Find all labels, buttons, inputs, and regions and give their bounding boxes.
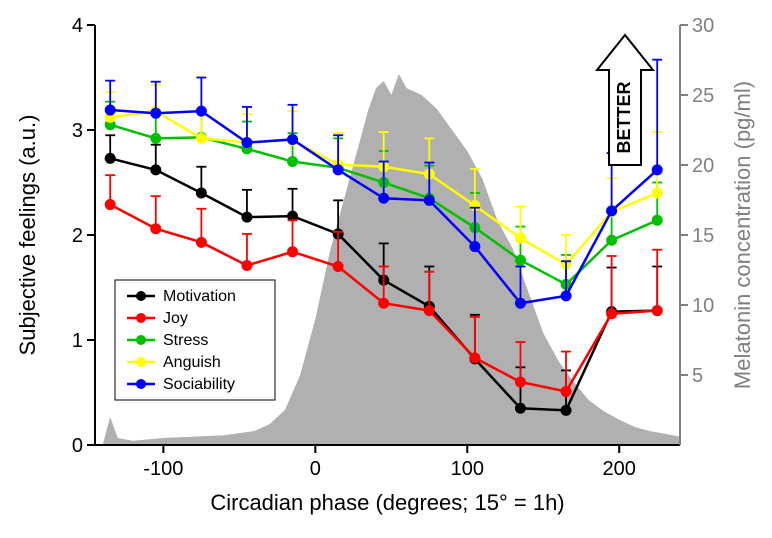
series-marker bbox=[288, 247, 298, 257]
legend-label: Stress bbox=[163, 332, 208, 349]
y-right-tick-label: 25 bbox=[692, 85, 714, 107]
series-marker bbox=[196, 133, 206, 143]
x-label: Circadian phase (degrees; 15° = 1h) bbox=[210, 490, 564, 515]
legend-swatch-marker bbox=[136, 379, 146, 389]
series-marker bbox=[333, 165, 343, 175]
y-left-tick-label: 2 bbox=[72, 225, 83, 247]
series-marker bbox=[515, 255, 525, 265]
chart-svg: 0 1 2 3 4 5 10 15 20 25 30 -100 0 100 200 BETTER Motivat… bbox=[0, 0, 772, 538]
series-marker bbox=[151, 108, 161, 118]
chart-container: 0 1 2 3 4 5 10 15 20 25 30 -100 0 100 200 BETTER Motivat… bbox=[0, 0, 772, 538]
series-marker bbox=[652, 165, 662, 175]
series-marker bbox=[288, 134, 298, 144]
series-marker bbox=[652, 215, 662, 225]
y-right-label: Melatonin concentration (pg/ml) bbox=[730, 81, 755, 389]
legend-swatch-marker bbox=[136, 313, 146, 323]
series-marker bbox=[105, 105, 115, 115]
series-marker bbox=[151, 165, 161, 175]
legend-swatch-marker bbox=[136, 335, 146, 345]
series-marker bbox=[607, 309, 617, 319]
legend-label: Joy bbox=[163, 310, 188, 327]
series-marker bbox=[561, 405, 571, 415]
legend-label: Anguish bbox=[163, 354, 221, 371]
y-right-tick-label: 20 bbox=[692, 155, 714, 177]
series-marker bbox=[652, 306, 662, 316]
y-left-tick-label: 0 bbox=[72, 435, 83, 457]
series-marker bbox=[196, 106, 206, 116]
legend-label: Sociability bbox=[163, 376, 235, 393]
y-left-tick-label: 4 bbox=[72, 15, 83, 37]
series-marker bbox=[607, 235, 617, 245]
series-marker bbox=[515, 233, 525, 243]
y-left-tick-label: 1 bbox=[72, 330, 83, 352]
series-marker bbox=[333, 262, 343, 272]
x-tick-label: 0 bbox=[310, 458, 321, 480]
x-tick-label: 100 bbox=[451, 458, 484, 480]
series-marker bbox=[561, 386, 571, 396]
series-marker bbox=[607, 206, 617, 216]
series-marker bbox=[424, 306, 434, 316]
series-marker bbox=[151, 133, 161, 143]
legend-swatch-marker bbox=[136, 291, 146, 301]
series-marker bbox=[105, 200, 115, 210]
series-marker bbox=[242, 138, 252, 148]
series-marker bbox=[515, 377, 525, 387]
series-marker bbox=[196, 237, 206, 247]
series-marker bbox=[561, 291, 571, 301]
y-left-label: Subjective feelings (a.u.) bbox=[15, 115, 40, 356]
y-right-tick-label: 30 bbox=[692, 15, 714, 37]
series-marker bbox=[470, 353, 480, 363]
series-marker bbox=[196, 188, 206, 198]
series-marker bbox=[242, 260, 252, 270]
series-marker bbox=[515, 403, 525, 413]
series-marker bbox=[424, 195, 434, 205]
series-marker bbox=[105, 153, 115, 163]
series-marker bbox=[470, 242, 480, 252]
series-marker bbox=[652, 188, 662, 198]
series-marker bbox=[379, 193, 389, 203]
x-tick-label: 200 bbox=[603, 458, 636, 480]
legend-label: Motivation bbox=[163, 288, 236, 305]
legend-swatch-marker bbox=[136, 357, 146, 367]
x-tick-label: -100 bbox=[143, 458, 183, 480]
series-marker bbox=[242, 212, 252, 222]
y-left-tick-label: 3 bbox=[72, 120, 83, 142]
y-right-tick-label: 5 bbox=[692, 365, 703, 387]
series-marker bbox=[379, 298, 389, 308]
series-marker bbox=[151, 224, 161, 234]
series-marker bbox=[288, 157, 298, 167]
y-right-tick-label: 10 bbox=[692, 295, 714, 317]
better-label: BETTER bbox=[614, 81, 634, 153]
series-marker bbox=[515, 298, 525, 308]
y-right-tick-label: 15 bbox=[692, 225, 714, 247]
